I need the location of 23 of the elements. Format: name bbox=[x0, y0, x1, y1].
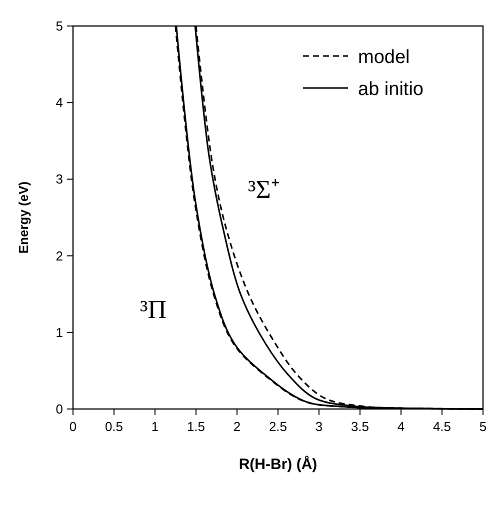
x-tick-label: 0 bbox=[69, 419, 77, 434]
y-tick-label: 0 bbox=[56, 402, 63, 416]
x-tick-label: 4.5 bbox=[432, 419, 452, 434]
annotation: ³Π bbox=[140, 295, 167, 324]
y-tick-label: 2 bbox=[56, 248, 63, 264]
y-tick-label: 1 bbox=[56, 324, 63, 340]
annotation: ³Σ⁺ bbox=[248, 175, 280, 204]
legend-label: ab initio bbox=[358, 79, 424, 100]
y-tick-label: 5 bbox=[56, 18, 63, 34]
x-tick-label: 1 bbox=[151, 419, 159, 434]
x-axis-title: R(H-Br) (Å) bbox=[238, 455, 318, 473]
x-tick-label: 4 bbox=[397, 419, 405, 434]
x-tick-label: 0.5 bbox=[104, 419, 124, 434]
y-axis-title: Energy (eV) bbox=[16, 181, 31, 254]
x-tick-label: 3 bbox=[315, 419, 323, 434]
x-tick-label: 2 bbox=[233, 419, 241, 434]
legend-label: model bbox=[358, 47, 410, 68]
y-tick-label: 4 bbox=[56, 95, 63, 110]
x-tick-label: 1.5 bbox=[186, 419, 206, 434]
x-tick-label: 3.5 bbox=[350, 419, 370, 434]
x-tick-label: 2.5 bbox=[268, 419, 288, 434]
x-tick-label: 5 bbox=[479, 419, 487, 434]
y-tick-label: 3 bbox=[56, 172, 63, 187]
